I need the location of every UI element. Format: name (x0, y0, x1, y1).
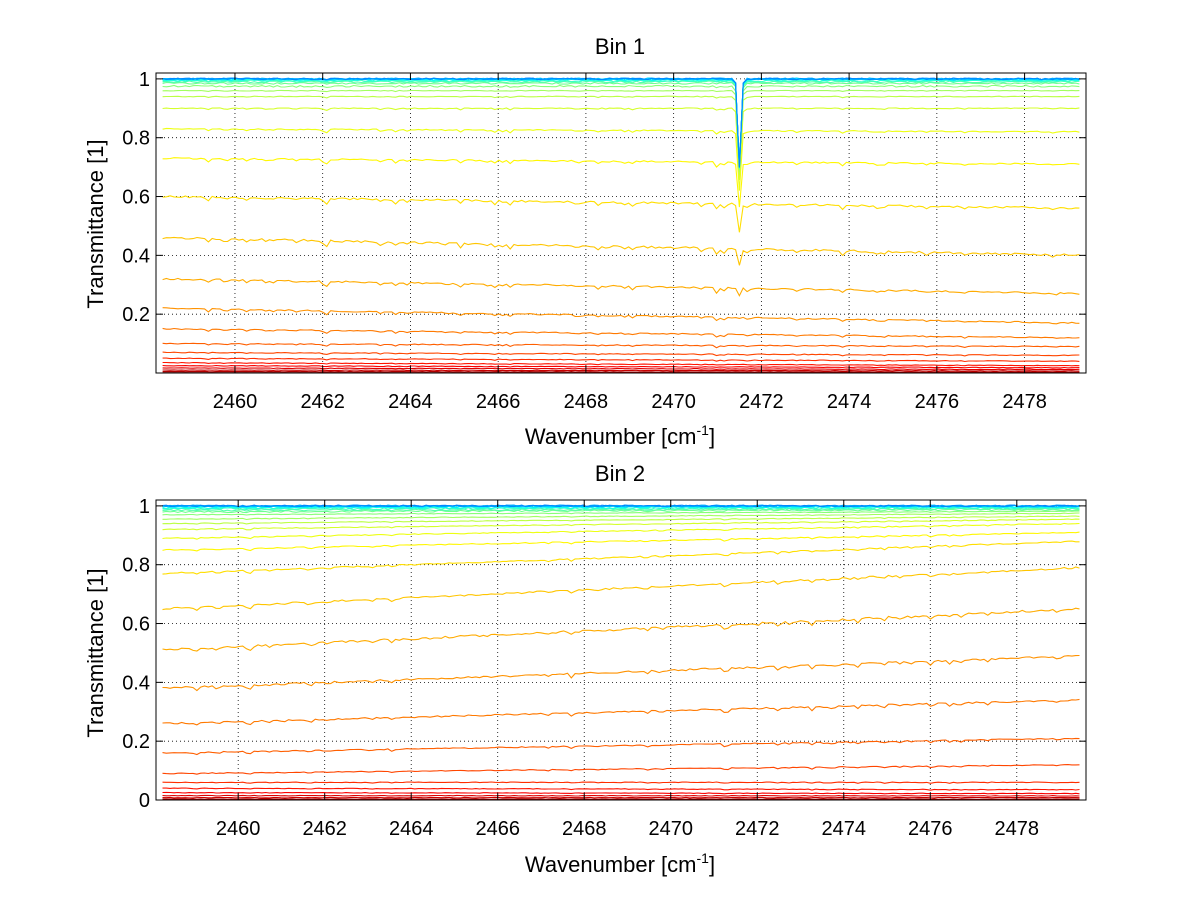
y-tick-label: 1 (139, 496, 150, 518)
series-line (162, 107, 1080, 181)
chart-title: Bin 1 (595, 34, 645, 59)
x-axis-label-text: Wavenumber [cm (525, 424, 697, 449)
chart-panel-bin-2: Bin 2 2460 2462 2464 2466 2468 2470 2472 2474 24… (83, 461, 1087, 877)
y-tick-label: 1 (139, 69, 150, 91)
x-axis-label: Wavenumber [cm-1] (525, 850, 715, 877)
series-line (162, 654, 1080, 692)
series-line (162, 80, 1080, 169)
y-tick-label: 0.8 (122, 555, 150, 577)
series-line (162, 504, 1080, 508)
x-tick-label: 2476 (915, 391, 960, 413)
x-tick-label: 2466 (475, 818, 520, 840)
series-line (162, 236, 1080, 266)
x-tick-label: 2478 (1002, 391, 1047, 413)
x-tick-label: 2470 (651, 391, 696, 413)
x-tick-label: 2464 (389, 818, 434, 840)
series-line (162, 127, 1080, 191)
series-line (162, 357, 1080, 363)
y-axis-label: Transmittance [1] (83, 568, 108, 737)
axes-frame (155, 499, 1087, 801)
y-tick-label: 0.4 (122, 245, 150, 267)
y-tick-label: 0.2 (122, 304, 150, 326)
y-tick-label: 0.8 (122, 128, 150, 150)
series-line (162, 798, 1080, 800)
x-tick-label: 2472 (739, 391, 784, 413)
x-tick-label: 2474 (822, 818, 867, 840)
y-tick-label: 0 (139, 790, 150, 812)
x-tick-label: 2464 (388, 391, 433, 413)
axes-frame (155, 72, 1087, 374)
x-tick-label: 2460 (216, 818, 261, 840)
y-tick-label: 0.4 (122, 672, 150, 694)
x-tick-label: 2462 (302, 818, 347, 840)
series-line (162, 361, 1080, 367)
series-line (162, 522, 1080, 540)
series-line (162, 77, 1080, 168)
x-tick-label: 2476 (908, 818, 953, 840)
series-line (162, 515, 1080, 525)
series-line (162, 566, 1080, 611)
series-line (162, 764, 1080, 775)
series-line (162, 364, 1080, 369)
series-line (162, 307, 1080, 325)
series-line (162, 81, 1080, 170)
y-tick-label: 0.2 (122, 731, 150, 753)
y-tick-label: 0.6 (122, 187, 150, 209)
x-axis-label-superscript: -1 (697, 850, 710, 866)
series-line (162, 781, 1080, 784)
series-line (162, 351, 1080, 357)
series-line (162, 89, 1080, 172)
x-axis-label-close: ] (709, 424, 715, 449)
tick-labels: 2460 2462 2464 2466 2468 2470 2472 2474 2476 2478… (122, 69, 1047, 413)
series-line (162, 698, 1080, 726)
series-line (162, 540, 1080, 575)
series-line (162, 794, 1080, 797)
x-axis-label-close: ] (709, 852, 715, 877)
x-tick-label: 2466 (476, 391, 521, 413)
series-line (162, 367, 1080, 371)
series-line (162, 507, 1080, 512)
x-tick-label: 2462 (300, 391, 345, 413)
series-line (162, 342, 1080, 349)
x-tick-label: 2460 (213, 391, 258, 413)
series-line (162, 277, 1080, 297)
x-axis-label-text: Wavenumber [cm (525, 852, 697, 877)
x-axis-label: Wavenumber [cm-1] (525, 422, 715, 449)
series-line (162, 195, 1080, 233)
series-line (162, 607, 1080, 652)
tick-marks (156, 73, 1086, 373)
series-line (162, 796, 1080, 799)
series-group (162, 77, 1080, 374)
series-line (162, 531, 1080, 552)
y-tick-label: 0.6 (122, 614, 150, 636)
series-line (162, 95, 1080, 175)
series-line (162, 737, 1080, 756)
x-tick-label: 2472 (735, 818, 780, 840)
series-line (162, 518, 1080, 531)
series-line (162, 369, 1080, 372)
chart-panel-bin-1: Bin 1 2460 2462 2464 2466 2468 2470 2472 2474 24… (83, 34, 1087, 449)
x-tick-label: 2468 (562, 818, 607, 840)
series-line (162, 787, 1080, 791)
x-axis-label-superscript: -1 (697, 422, 710, 438)
x-tick-label: 2478 (995, 818, 1040, 840)
y-axis-label: Transmittance [1] (83, 139, 108, 308)
series-line (162, 510, 1080, 516)
series-line (162, 370, 1080, 373)
series-line (162, 327, 1080, 339)
x-tick-label: 2468 (564, 391, 609, 413)
series-line (162, 791, 1080, 795)
tick-labels: 2460 2462 2464 2466 2468 2470 2472 2474 2476 2478… (122, 496, 1039, 840)
x-tick-label: 2470 (648, 818, 693, 840)
tick-marks (156, 500, 1086, 801)
series-line (162, 157, 1080, 208)
series-line (162, 84, 1080, 170)
series-group (162, 504, 1080, 801)
chart-title: Bin 2 (595, 461, 645, 486)
series-line (162, 512, 1080, 521)
x-tick-label: 2474 (827, 391, 872, 413)
